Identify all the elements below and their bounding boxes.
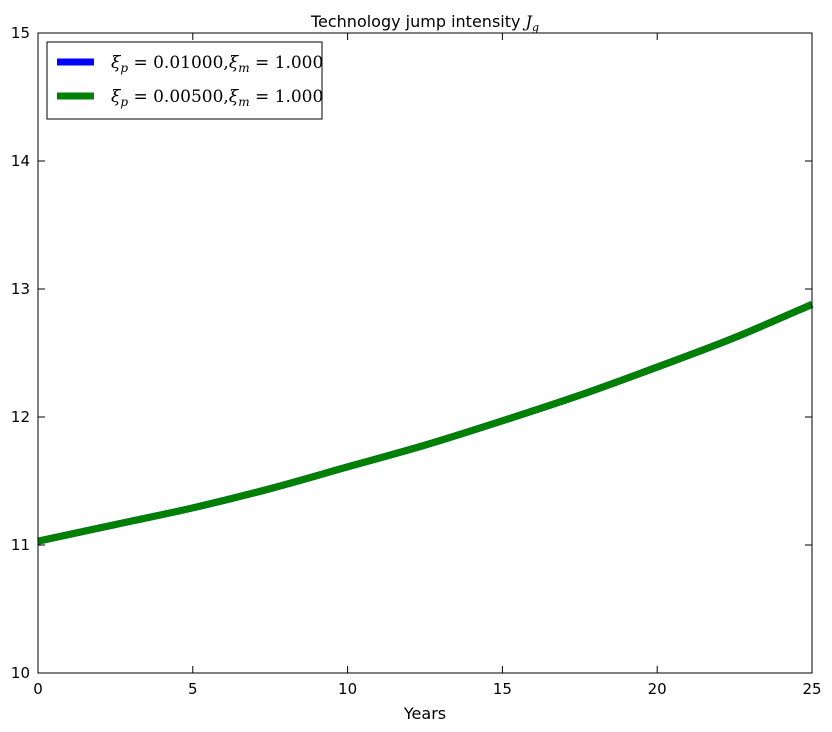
y-tick-label: 10 [11, 664, 30, 682]
legend-label-1: ξp = 0.01000,ξm = 1.000 [111, 53, 323, 75]
x-axis: 0 5 10 15 20 25 [33, 33, 822, 698]
x-tick-label: 5 [188, 680, 198, 698]
plot-frame [37, 32, 813, 674]
x-tick-label: 20 [648, 680, 667, 698]
series-line-2 [37, 301, 814, 545]
y-tick-label: 12 [11, 408, 30, 426]
x-tick-label: 15 [493, 680, 512, 698]
y-axis: 10 11 12 13 14 15 [11, 24, 812, 682]
x-tick-label: 25 [802, 680, 821, 698]
y-tick-label: 14 [11, 152, 30, 170]
y-tick-label: 13 [11, 280, 30, 298]
chart-title: Technology jump intensity Jg [310, 12, 539, 34]
y-tick-label: 15 [11, 24, 30, 42]
legend-label-2: ξp = 0.00500,ξm = 1.000 [111, 87, 323, 109]
series-line-1 [37, 301, 814, 545]
series-layer [37, 301, 814, 545]
legend: ξp = 0.01000,ξm = 1.000 ξp = 0.00500,ξm =… [46, 41, 323, 120]
y-tick-label: 11 [11, 536, 30, 554]
legend-box [46, 41, 323, 120]
x-tick-label: 0 [33, 680, 43, 698]
x-axis-label: Years [403, 704, 446, 723]
x-tick-label: 10 [338, 680, 357, 698]
